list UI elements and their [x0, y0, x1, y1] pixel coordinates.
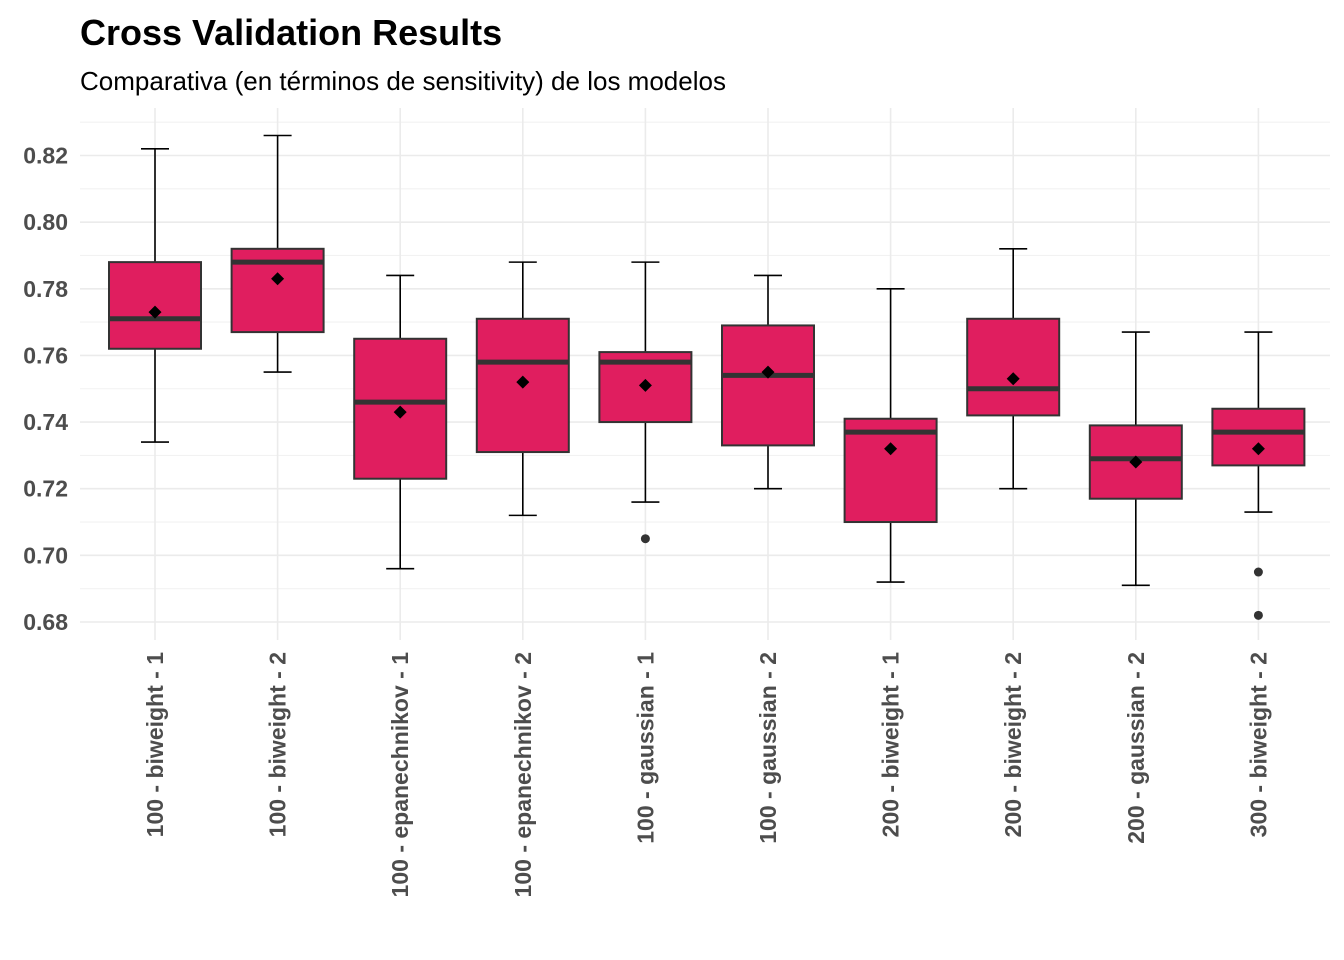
outlier-point: [640, 534, 650, 544]
y-tick-label: 0.80: [23, 209, 68, 235]
outlier-point: [1253, 610, 1263, 620]
mean-marker: [516, 375, 530, 389]
x-tick-label: 100 - epanechnikov - 1: [387, 652, 413, 898]
boxes: [108, 134, 1306, 620]
box-iqr: [108, 261, 202, 350]
x-tick-label: 100 - biweight - 1: [142, 652, 168, 838]
x-tick-label: 200 - gaussian - 2: [1123, 652, 1149, 844]
x-axis-ticks: 100 - biweight - 1 100 - biweight - 2 100 …: [142, 652, 1271, 898]
box-iqr: [721, 324, 815, 447]
mean-marker: [1251, 442, 1265, 456]
mean-marker: [761, 365, 775, 379]
mean-marker: [638, 378, 652, 392]
x-tick-label: 100 - gaussian - 2: [755, 652, 781, 844]
box-group: [966, 248, 1061, 490]
y-tick-label: 0.74: [23, 409, 68, 435]
box-group: [230, 134, 325, 373]
x-tick-label: 200 - biweight - 1: [878, 652, 904, 838]
box-group: [843, 287, 938, 583]
y-tick-label: 0.72: [23, 476, 68, 502]
x-tick-label: 100 - epanechnikov - 2: [510, 652, 536, 897]
y-tick-label: 0.76: [23, 342, 68, 368]
box-group: [598, 261, 693, 544]
chart-title: Cross Validation Results: [80, 12, 502, 53]
y-tick-label: 0.68: [23, 609, 68, 635]
box-group: [1088, 331, 1183, 587]
y-tick-label: 0.78: [23, 276, 68, 302]
grid: [80, 108, 1330, 640]
mean-marker: [393, 405, 407, 419]
outlier-point: [1253, 567, 1263, 577]
x-tick-label: 300 - biweight - 2: [1245, 652, 1271, 837]
box-iqr: [1211, 407, 1306, 467]
x-tick-label: 100 - gaussian - 1: [632, 652, 658, 844]
mean-marker: [1129, 455, 1143, 469]
box-group: [353, 274, 448, 570]
mean-marker: [148, 305, 162, 319]
mean-marker: [1006, 372, 1020, 386]
box-group: [108, 148, 202, 443]
chart-subtitle: Comparativa (en términos de sensitivity)…: [80, 66, 726, 96]
y-tick-label: 0.82: [23, 143, 68, 169]
y-tick-label: 0.70: [23, 542, 68, 568]
box-iqr: [966, 317, 1061, 417]
box-group: [475, 261, 570, 517]
box-group: [721, 274, 815, 490]
x-tick-label: 200 - biweight - 2: [1000, 652, 1026, 837]
mean-marker: [884, 442, 898, 456]
box-iqr: [843, 417, 938, 524]
mean-marker: [271, 272, 285, 286]
x-tick-label: 100 - biweight - 2: [265, 652, 291, 837]
y-axis-ticks: 0.68 0.70 0.72 0.74 0.76 0.78 0.80 0.82: [23, 143, 68, 636]
box-group: [1211, 331, 1306, 620]
